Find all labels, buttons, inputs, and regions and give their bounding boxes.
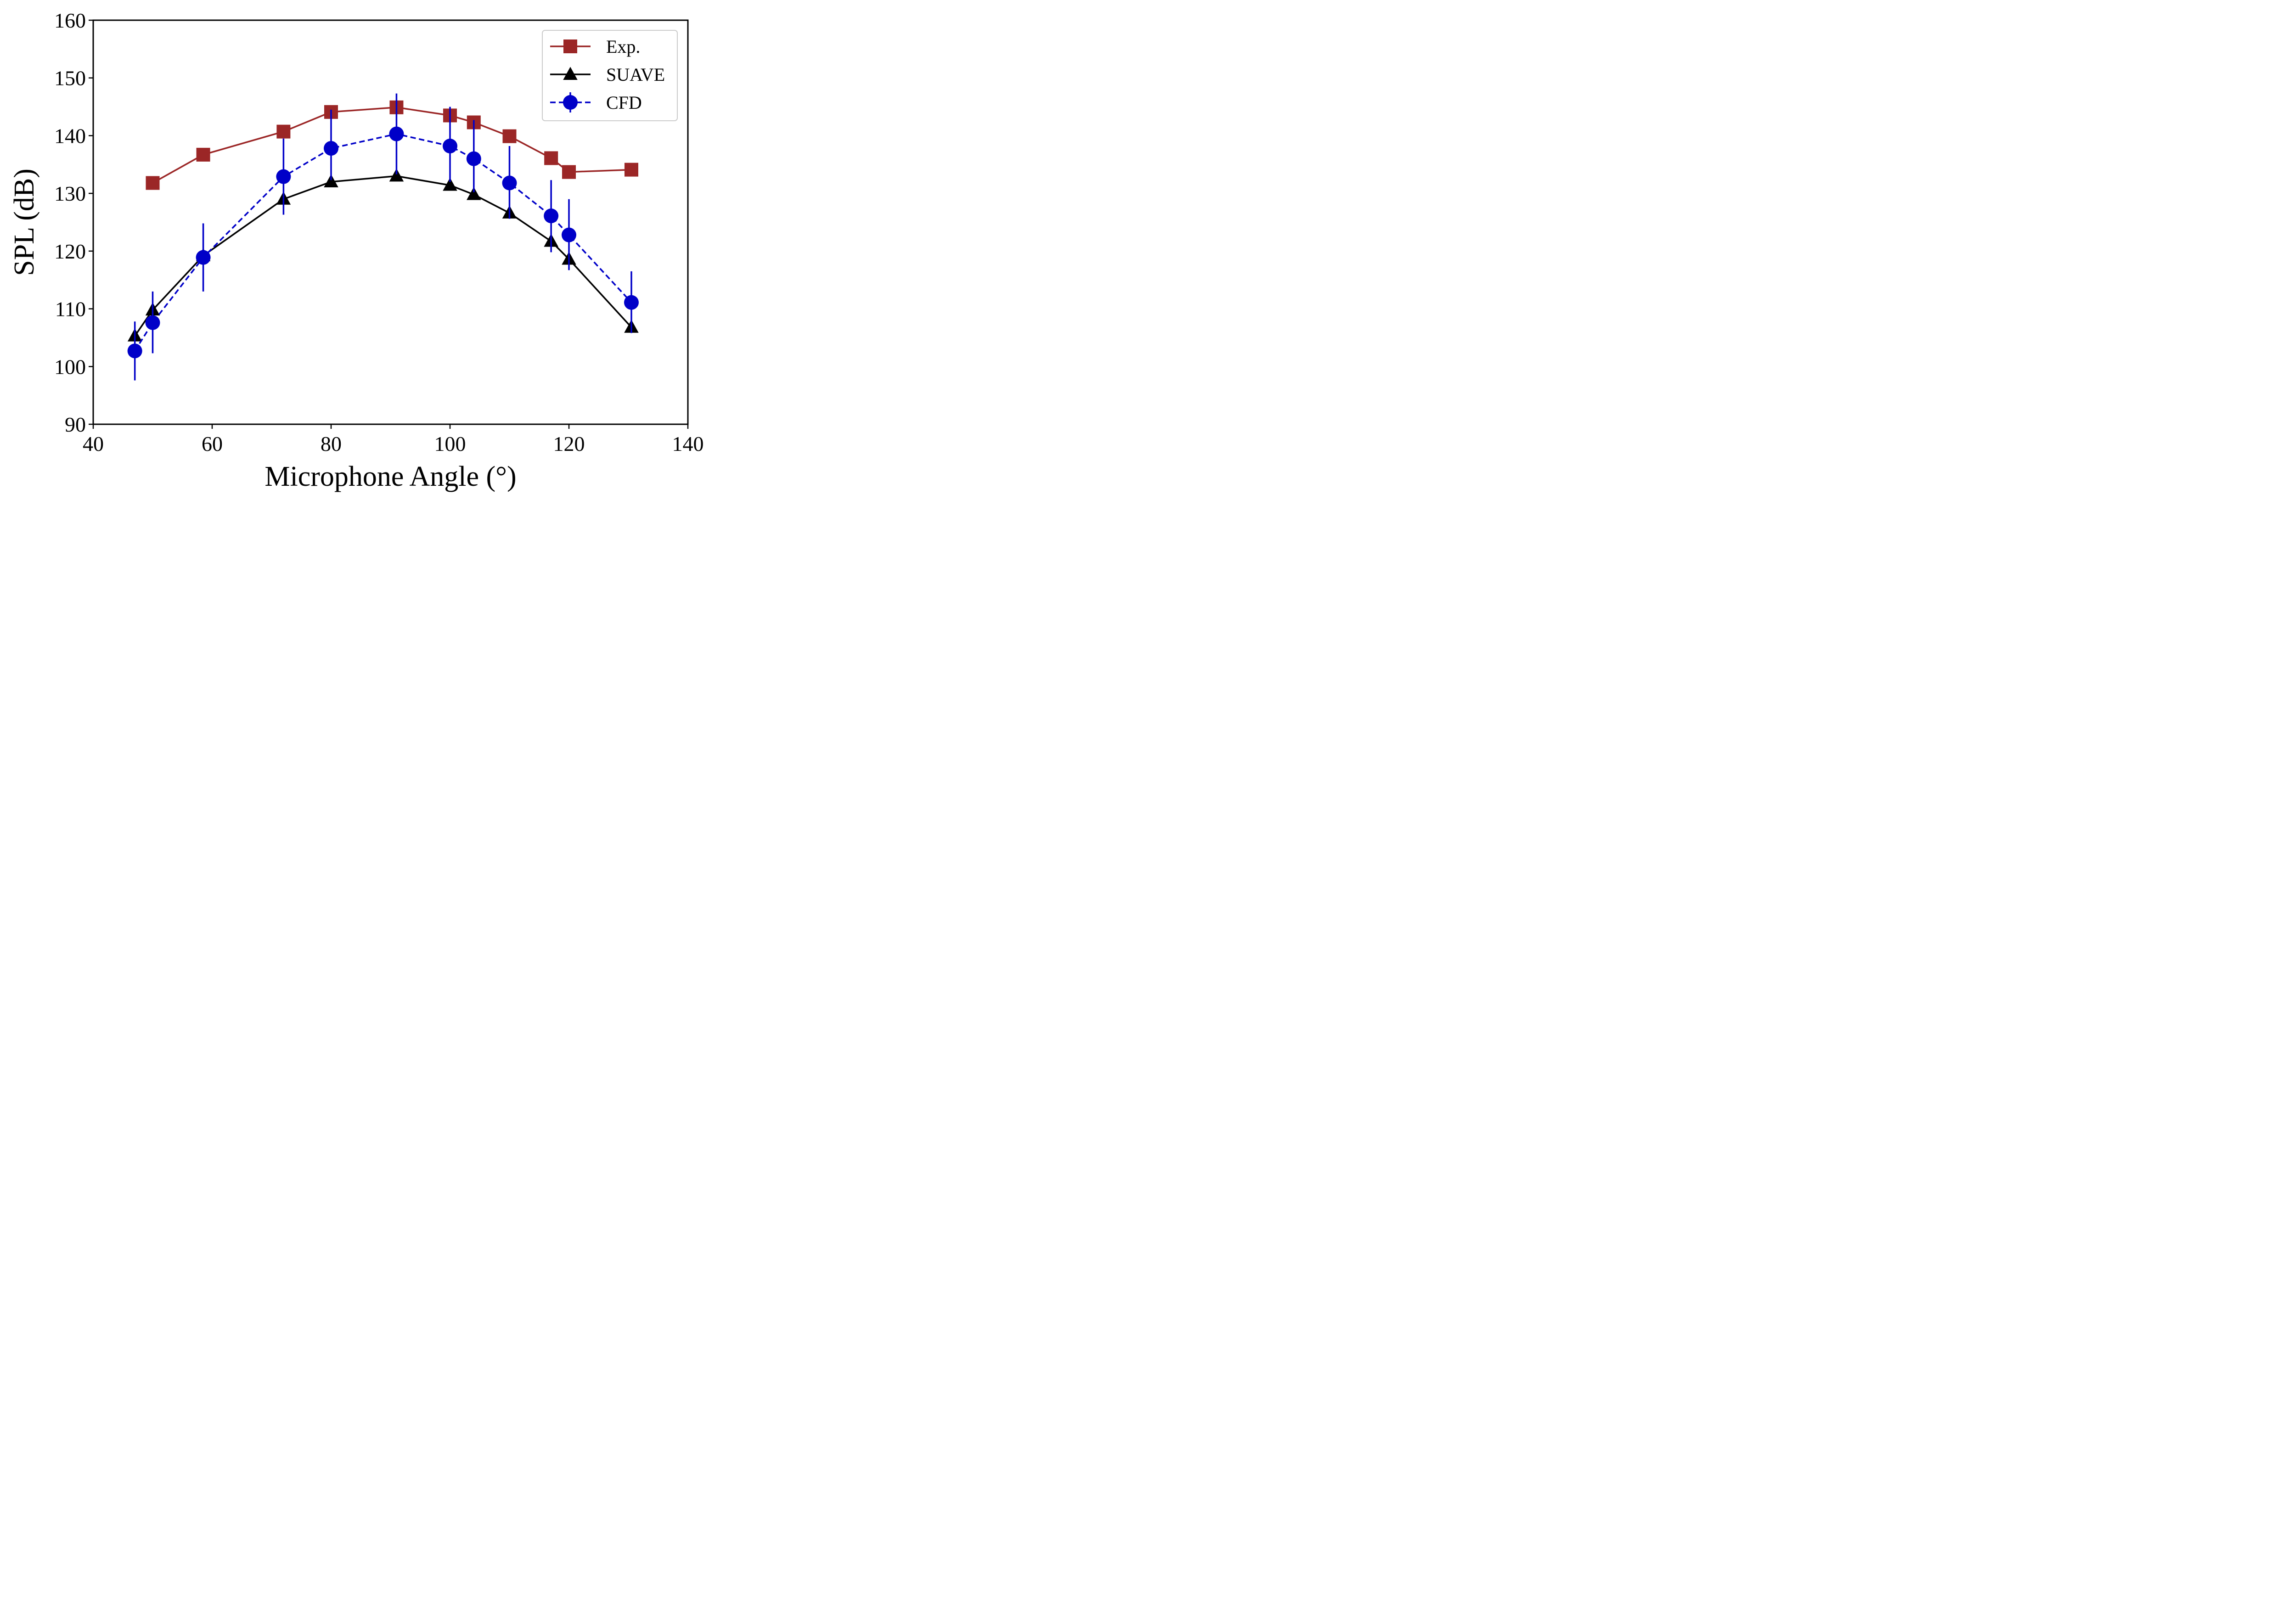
- x-tick-label: 80: [321, 432, 342, 455]
- data-point: [389, 168, 404, 182]
- ticks-layer: 40 60 80 100 120 140 90 100 110 120 130 140 150 160: [54, 9, 704, 455]
- data-point: [389, 126, 404, 141]
- y-tick-label: 140: [54, 124, 86, 147]
- series-line: [134, 133, 632, 352]
- x-tick-label: 40: [83, 432, 104, 455]
- data-point: [276, 124, 291, 139]
- data-point: [544, 208, 559, 224]
- data-point: [562, 165, 576, 179]
- data-point: [276, 169, 291, 184]
- data-point: [624, 295, 639, 310]
- data-point: [127, 343, 142, 359]
- data-point: [145, 315, 160, 330]
- y-axis-title: SPL (dB): [9, 169, 40, 276]
- data-point: [562, 227, 576, 242]
- y-tick-label: 150: [54, 67, 86, 90]
- data-point: [624, 163, 638, 177]
- legend-label: Exp.: [606, 36, 640, 57]
- data-point: [146, 176, 160, 190]
- legend-label: SUAVE: [606, 64, 665, 85]
- plot-frame: [92, 19, 689, 425]
- data-point: [467, 187, 481, 200]
- series-layer: [127, 93, 639, 381]
- legend: Exp. SUAVE CFD: [542, 30, 678, 121]
- x-axis-title: Microphone Angle (°): [264, 461, 516, 492]
- x-tick-label: 100: [434, 432, 466, 455]
- spl-chart: 40 60 80 100 120 140 90 100 110 120 130 140 150 160 M…: [9, 9, 704, 492]
- x-tick-label: 140: [672, 432, 704, 455]
- series-cfd: [127, 93, 639, 381]
- legend-marker: [563, 67, 578, 80]
- data-point: [196, 147, 210, 162]
- y-tick-label: 100: [54, 355, 86, 378]
- y-tick-label: 130: [54, 182, 86, 205]
- data-point: [443, 178, 457, 191]
- legend-marker: [563, 95, 578, 110]
- data-point: [324, 174, 338, 187]
- x-tick-label: 60: [202, 432, 223, 455]
- y-tick-label: 120: [54, 240, 86, 263]
- legend-label: CFD: [606, 92, 642, 113]
- data-point: [443, 139, 457, 154]
- legend-marker: [563, 39, 577, 53]
- data-point: [502, 175, 517, 191]
- y-tick-label: 90: [65, 413, 86, 436]
- y-tick-label: 160: [54, 9, 86, 32]
- data-point: [196, 250, 211, 265]
- data-point: [324, 141, 338, 156]
- axes-layer: [92, 19, 689, 425]
- x-tick-label: 120: [553, 432, 585, 455]
- data-point: [544, 151, 558, 165]
- data-point: [466, 151, 481, 166]
- y-tick-label: 110: [55, 298, 86, 321]
- data-point: [502, 129, 517, 143]
